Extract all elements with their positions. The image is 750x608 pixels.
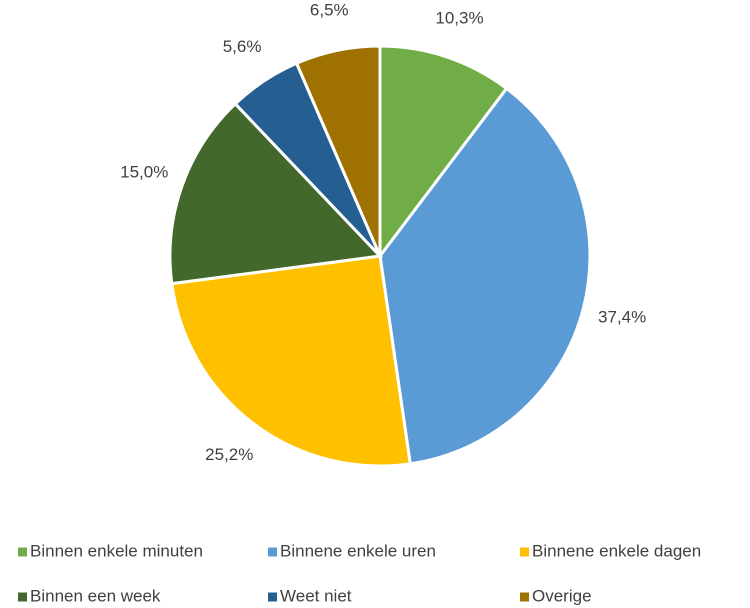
legend-label: Weet niet bbox=[280, 586, 352, 605]
data-label: 25,2% bbox=[205, 445, 253, 464]
pie-slice bbox=[378, 86, 592, 466]
legend-swatch bbox=[520, 547, 529, 557]
data-label: 15,0% bbox=[120, 162, 168, 181]
legend-label: Overige bbox=[532, 586, 592, 605]
data-label: 10,3% bbox=[435, 8, 483, 27]
data-label: 37,4% bbox=[598, 308, 646, 327]
data-label: 6,5% bbox=[310, 1, 349, 20]
legend-swatch bbox=[268, 592, 277, 602]
data-label: 5,6% bbox=[223, 37, 262, 56]
legend-label: Binnene enkele uren bbox=[280, 541, 436, 560]
legend-label: Binnen enkele minuten bbox=[30, 541, 203, 560]
pie-slice bbox=[378, 44, 509, 261]
pie-slice bbox=[294, 44, 382, 257]
legend-swatch bbox=[520, 592, 529, 602]
pie-slice bbox=[168, 101, 384, 286]
legend-swatch bbox=[18, 547, 27, 557]
legend-swatch bbox=[18, 592, 27, 602]
legend-label: Binnene enkele dagen bbox=[532, 541, 701, 560]
legend-swatch bbox=[268, 547, 277, 557]
pie-slice bbox=[170, 254, 412, 468]
legend-label: Binnen een week bbox=[30, 586, 161, 605]
